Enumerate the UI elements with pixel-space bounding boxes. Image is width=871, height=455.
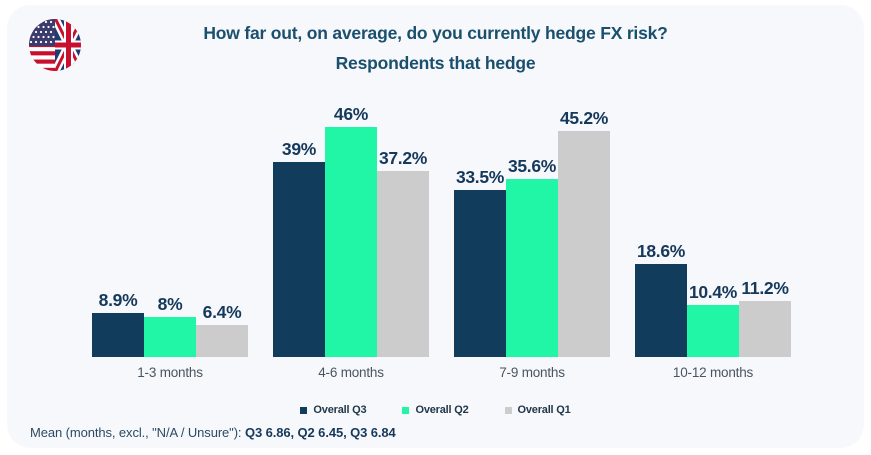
category-label: 1-3 months <box>137 365 203 380</box>
bar-value-label: 6.4% <box>202 302 242 322</box>
legend-swatch <box>402 406 410 414</box>
bar-column: 45.2% <box>558 108 610 357</box>
bar-column: 8.9% <box>92 290 144 357</box>
legend-item: Overall Q3 <box>300 404 367 416</box>
bar-column: 46% <box>325 104 377 357</box>
bar-segment <box>635 264 687 357</box>
bar-segment <box>92 312 144 357</box>
bar-segment <box>273 162 325 357</box>
bar-column: 33.5% <box>454 167 506 357</box>
chart-card: How far out, on average, do you currentl… <box>8 6 863 447</box>
legend-item: Overall Q2 <box>402 404 469 416</box>
title-block: How far out, on average, do you currentl… <box>8 18 863 78</box>
chart-legend: Overall Q3 Overall Q2 Overall Q1 <box>8 404 863 416</box>
bar-group: 18.6% 10.4% 11.2% 10-12 months <box>635 241 791 380</box>
bar-segment <box>144 317 196 357</box>
bar-value-label: 37.2% <box>378 148 428 168</box>
bar-group: 33.5% 35.6% 45.2% 7-9 months <box>454 108 610 380</box>
bar-column: 6.4% <box>196 302 248 357</box>
bar-value-label: 35.6% <box>507 156 557 176</box>
bar-value-label: 8.9% <box>98 289 138 310</box>
bar-value-label: 45.2% <box>559 108 609 128</box>
us-uk-flag-icon <box>28 18 82 72</box>
bar-group: 39% 46% 37.2% 4-6 months <box>273 104 429 380</box>
bar-segment <box>454 189 506 357</box>
legend-swatch <box>300 406 308 414</box>
category-label: 7-9 months <box>499 365 565 380</box>
legend-swatch <box>504 406 512 414</box>
bar-segment <box>506 179 558 357</box>
legend-label: Overall Q1 <box>517 404 571 416</box>
bar-group: 8.9% 8% 6.4% 1-3 months <box>92 290 248 380</box>
bar-column: 39% <box>273 139 325 357</box>
bar-segment <box>739 301 791 357</box>
bar-segment <box>558 131 610 357</box>
bar-value-label: 11.2% <box>741 278 789 298</box>
bar-value-label: 33.5% <box>455 166 505 187</box>
bar-column: 11.2% <box>739 278 791 357</box>
chart-subtitle: Respondents that hedge <box>335 53 536 73</box>
bar-value-label: 39% <box>281 139 317 159</box>
legend-item: Overall Q1 <box>504 404 571 416</box>
bar-segment <box>325 127 377 357</box>
bar-segment <box>196 325 248 357</box>
category-label: 10-12 months <box>672 365 754 380</box>
mean-footnote: Mean (months, excl., "N/A / Unsure"): Q3… <box>30 425 396 440</box>
bar-segment <box>377 171 429 357</box>
bar-value-label: 46% <box>333 104 369 124</box>
bar-column: 8% <box>144 294 196 357</box>
bar-column: 37.2% <box>377 148 429 357</box>
bar-column: 35.6% <box>506 156 558 357</box>
bar-segment <box>687 305 739 357</box>
bar-value-label: 18.6% <box>636 241 686 261</box>
bar-column: 18.6% <box>635 241 687 357</box>
category-label: 4-6 months <box>318 365 384 380</box>
bar-value-label: 10.4% <box>688 282 738 302</box>
mean-footnote-text: Mean (months, excl., "N/A / Unsure"): <box>30 425 245 440</box>
legend-label: Overall Q3 <box>313 404 367 416</box>
mean-footnote-values: Q3 6.86, Q2 6.45, Q3 6.84 <box>244 425 396 440</box>
bar-chart: 8.9% 8% 6.4% 1-3 months 39% 46% 37.2% 4-6 month… <box>92 104 791 380</box>
bar-value-label: 8% <box>157 294 183 314</box>
legend-label: Overall Q2 <box>415 404 469 416</box>
chart-title: How far out, on average, do you currentl… <box>203 23 668 43</box>
bar-column: 10.4% <box>687 282 739 357</box>
